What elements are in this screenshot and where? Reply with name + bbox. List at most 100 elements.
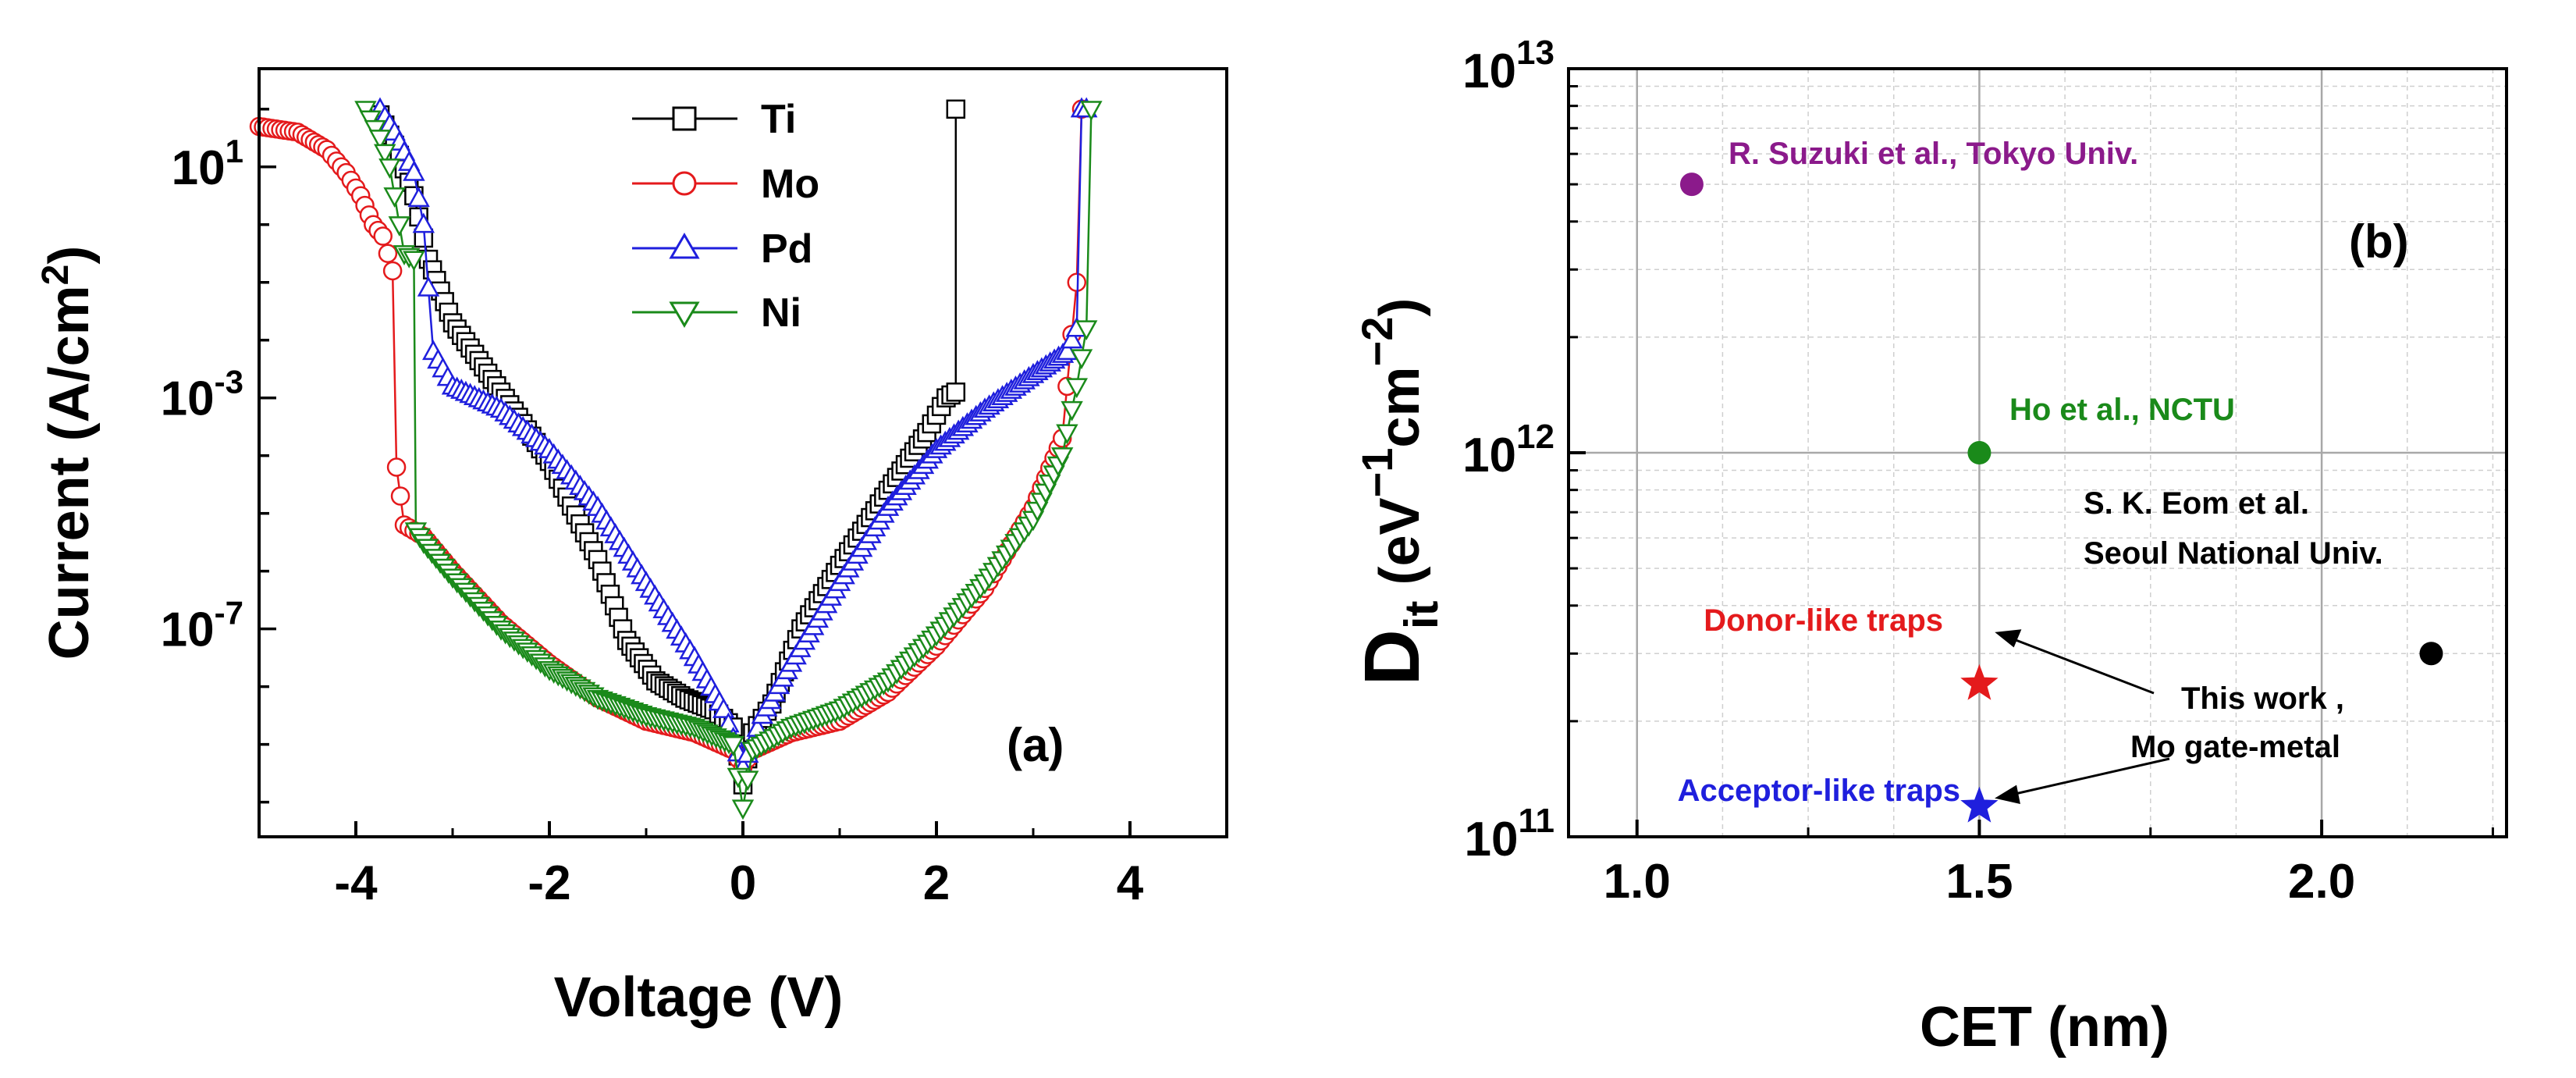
data-point-mo — [382, 261, 403, 281]
x-tick-label: 2.0 — [2288, 855, 2355, 909]
data-point-mo — [386, 457, 407, 477]
series-ni — [354, 101, 1103, 820]
data-point-ni — [403, 251, 425, 272]
x-tick-label: -4 — [334, 856, 378, 910]
panel-a-label: (a) — [1007, 719, 1064, 771]
data-point-ni — [383, 187, 406, 208]
x-tick-label: 4 — [1117, 856, 1144, 910]
legend-item-pd: Pd — [632, 226, 812, 272]
data-point-mo — [373, 226, 393, 246]
data-point-ni — [1070, 349, 1093, 370]
y-tick-label: 1012 — [1462, 418, 1554, 482]
panel-b-y-axis-label-sub: it — [1395, 600, 1448, 629]
data-point-ni — [1061, 400, 1083, 422]
panel-b-x-axis-label: CET (nm) — [1920, 996, 2169, 1058]
legend-label-ni: Ni — [761, 290, 801, 336]
data-point-mo — [390, 486, 410, 506]
data-point-ni — [373, 144, 396, 165]
panel-a-iv-chart: -4 -2 0 2 4 10-7 10-3 101 Ti Mo Pd Ni — [35, 67, 1228, 1029]
y-tick-label: 10-3 — [161, 364, 243, 426]
panel-b-ticks: 1.0 1.5 2.0 1011 1012 1013 — [1462, 34, 2494, 909]
panel-a-y-axis-label-sup: 2 — [35, 265, 76, 286]
data-point-circle-1 — [1967, 441, 1992, 464]
panel-b-label: (b) — [2349, 215, 2409, 268]
data-point-pd — [407, 187, 430, 208]
data-point-ti — [946, 382, 966, 402]
x-tick-label: 2 — [923, 856, 950, 910]
data-point-ni — [1056, 424, 1078, 445]
panel-b-dit-chart: 1.0 1.5 2.0 1011 1012 1013 (b) R. Suzuki et a… — [1348, 34, 2508, 1058]
panel-a-y-axis-label-close: ) — [38, 246, 101, 265]
data-point-pd — [403, 160, 425, 181]
panel-a-series-group — [249, 97, 1103, 820]
data-point-ni — [388, 216, 411, 237]
data-point-circle-0 — [1679, 173, 1704, 197]
label-eom-line1: S. K. Eom et al. — [2084, 486, 2309, 521]
panel-b-y-axis-label-close: ) — [1369, 298, 1431, 317]
legend-label-mo: Mo — [761, 162, 819, 207]
arrow-head-acceptor — [1995, 784, 2020, 804]
data-point-ni — [1080, 101, 1103, 122]
data-point-ni — [368, 130, 392, 151]
data-point-ni — [731, 799, 755, 820]
data-point-star-3 — [1960, 664, 1999, 700]
panel-b-grid — [1569, 69, 2507, 837]
this-work-arrows — [1995, 629, 2170, 804]
panel-a-y-axis-label-main: Current (A/cm — [38, 285, 101, 660]
legend-item-ti: Ti — [632, 97, 796, 142]
data-point-ni — [364, 119, 387, 141]
label-this-work-line1: This work , — [2181, 681, 2344, 716]
y-tick-label: 101 — [172, 133, 243, 195]
panel-a-ticks: -4 -2 0 2 4 10-7 10-3 101 — [161, 108, 1228, 910]
data-point-ni — [1065, 378, 1089, 399]
arrow-to-acceptor — [2011, 757, 2170, 796]
legend-item-mo: Mo — [632, 162, 819, 207]
legend-label-pd: Pd — [761, 226, 812, 272]
y-tick-label: 1011 — [1465, 802, 1554, 866]
data-point-ni — [354, 101, 377, 122]
panel-a-x-axis-label: Voltage (V) — [554, 966, 844, 1029]
data-point-ni — [359, 110, 382, 131]
data-point-ni — [722, 736, 744, 756]
panel-b-y-axis-label-sup2: −2 — [1352, 317, 1402, 367]
data-point-pd — [412, 212, 435, 233]
y-tick-label: 10-7 — [161, 595, 243, 657]
x-tick-label: 1.5 — [1945, 855, 2013, 909]
legend-item-ni: Ni — [632, 290, 801, 336]
legend-label-ti: Ti — [761, 97, 796, 142]
x-tick-label: 1.0 — [1604, 855, 1671, 909]
series-line-ni — [364, 109, 1093, 809]
panel-b-y-axis-label-rest2: cm — [1369, 367, 1431, 448]
data-point-ni — [378, 158, 401, 180]
data-point-pd — [1061, 328, 1083, 349]
arrow-to-donor — [2011, 637, 2155, 695]
label-ho: Ho et al., NCTU — [2009, 393, 2235, 427]
label-suzuki: R. Suzuki et al., Tokyo Univ. — [1729, 137, 2138, 171]
y-tick-label: 1013 — [1462, 34, 1554, 98]
panel-b-y-axis-label-sup1: −1 — [1352, 448, 1402, 498]
data-point-ni — [1075, 320, 1098, 341]
data-point-star-4 — [1960, 786, 1999, 823]
x-tick-label: -2 — [528, 856, 570, 910]
arrow-head-donor — [1995, 629, 2022, 648]
series-pd — [368, 97, 1098, 776]
panel-b-y-axis-label-rest1: (eV — [1369, 497, 1431, 600]
label-this-work-line2: Mo gate-metal — [2130, 730, 2340, 764]
label-eom-line2: Seoul National Univ. — [2084, 536, 2383, 571]
panel-b-points — [1679, 173, 2443, 823]
data-point-pd — [417, 276, 440, 297]
label-acceptor-traps: Acceptor-like traps — [1678, 774, 1960, 808]
panel-a-legend: Ti Mo Pd Ni — [632, 97, 819, 336]
data-point-ti — [946, 99, 966, 119]
data-point-ni — [1050, 447, 1074, 468]
series-line-pd — [378, 108, 1087, 770]
label-donor-traps: Donor-like traps — [1704, 603, 1943, 638]
panel-b-y-axis-label: Dit (eV−1cm−2) — [1348, 298, 1448, 686]
panel-b-y-axis-label-main: D — [1348, 629, 1436, 685]
x-tick-label: 0 — [730, 856, 756, 910]
data-point-ni — [736, 770, 759, 792]
data-point-mo — [378, 244, 398, 264]
panel-a-y-axis-label: Current (A/cm2) — [35, 246, 101, 660]
data-point-circle-2 — [2419, 642, 2443, 666]
